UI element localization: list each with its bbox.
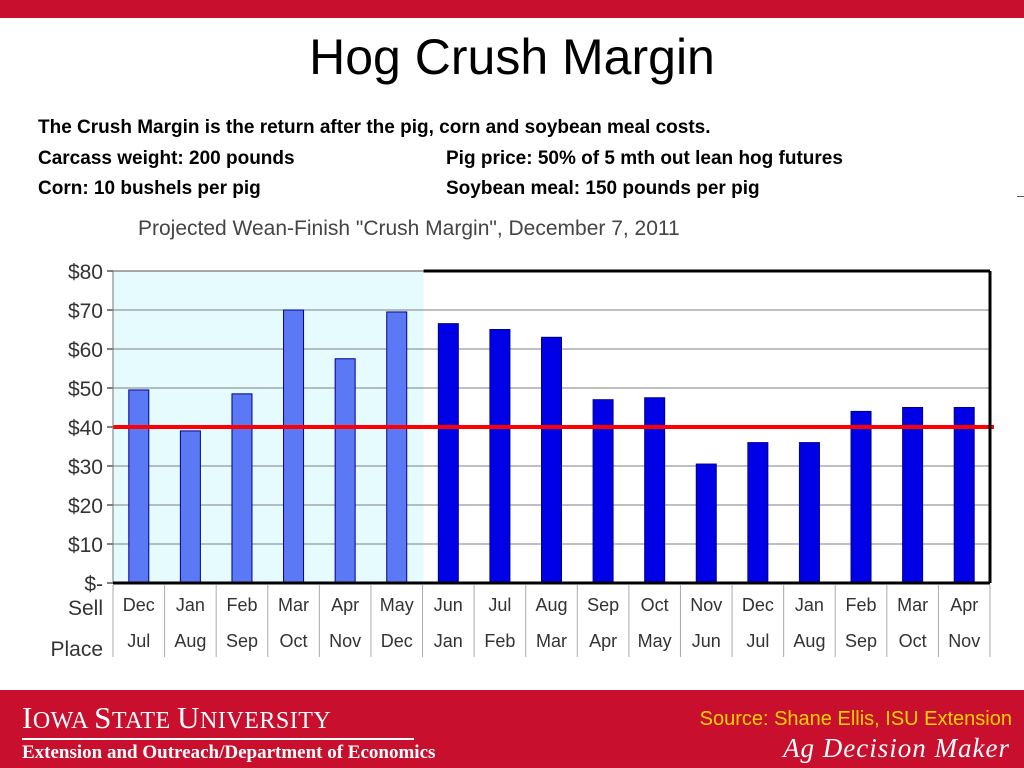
row-label-place: Place — [50, 638, 103, 661]
y-tick-label: $70 — [68, 300, 103, 323]
bar-15 — [902, 407, 924, 584]
bar-12 — [747, 442, 769, 584]
edge-tick-mark — [1017, 196, 1024, 197]
sell-month-label: Dec — [742, 595, 774, 615]
place-month-label: Mar — [536, 631, 567, 651]
place-month-label: Sep — [845, 631, 877, 651]
bar-13 — [798, 442, 820, 584]
sell-month-label: Sep — [587, 595, 619, 615]
bar-5 — [386, 311, 408, 584]
bar-6 — [437, 323, 459, 584]
place-month-label: May — [638, 631, 672, 651]
pig-price-text: Pig price: 50% of 5 mth out lean hog fut… — [446, 148, 843, 169]
chart-title: Projected Wean-Finish "Crush Margin", De… — [138, 217, 680, 240]
y-tick-label: $40 — [68, 417, 103, 440]
bar-1 — [179, 430, 201, 584]
sell-month-label: Jul — [488, 595, 511, 615]
wordmark-rule — [22, 738, 414, 740]
carcass-weight-text: Carcass weight: 200 pounds — [38, 148, 295, 169]
sell-month-label: Nov — [690, 595, 722, 615]
sell-month-label: Feb — [846, 595, 877, 615]
place-month-label: Jul — [746, 631, 769, 651]
y-tick-label: $30 — [68, 456, 103, 479]
sell-month-label: Oct — [641, 595, 669, 615]
source-credit: Source: Shane Ellis, ISU Extension — [699, 708, 1012, 730]
bar-16 — [953, 407, 975, 584]
sell-month-label: Jan — [176, 595, 205, 615]
department-name: Extension and Outreach/Department of Eco… — [22, 742, 436, 763]
y-tick-label: $60 — [68, 339, 103, 362]
place-month-label: Aug — [174, 631, 206, 651]
bar-3 — [283, 309, 305, 584]
slide-title: Hog Crush Margin — [309, 29, 715, 85]
sell-month-label: Mar — [278, 595, 309, 615]
bar-7 — [489, 329, 511, 584]
sell-month-label: Feb — [226, 595, 257, 615]
sell-month-label: Jan — [795, 595, 824, 615]
place-month-label: Aug — [793, 631, 825, 651]
y-tick-label: $50 — [68, 378, 103, 401]
bar-4 — [334, 358, 356, 584]
top-red-bar — [0, 0, 1024, 18]
soybean-meal-text: Soybean meal: 150 pounds per pig — [446, 178, 760, 199]
sell-month-label: Mar — [897, 595, 928, 615]
place-month-label: Feb — [484, 631, 515, 651]
place-month-label: Apr — [589, 631, 617, 651]
row-label-sell: Sell — [68, 597, 103, 620]
place-month-label: Nov — [948, 631, 980, 651]
bar-14 — [850, 410, 872, 584]
sell-month-label: Dec — [123, 595, 155, 615]
footer-band — [0, 690, 1024, 768]
corn-text: Corn: 10 bushels per pig — [38, 178, 261, 199]
iowa-state-university-wordmark: IOWA STATE UNIVERSITY — [22, 700, 332, 735]
place-month-label: Jul — [127, 631, 150, 651]
place-month-label: Oct — [280, 631, 308, 651]
bar-11 — [695, 463, 717, 584]
place-month-label: Oct — [899, 631, 927, 651]
place-month-label: Nov — [329, 631, 361, 651]
place-month-label: Sep — [226, 631, 258, 651]
y-tick-label: $80 — [68, 261, 103, 284]
place-month-label: Jan — [434, 631, 463, 651]
bar-0 — [128, 389, 150, 584]
bar-2 — [231, 393, 253, 584]
sell-month-label: May — [380, 595, 414, 615]
place-month-label: Jun — [692, 631, 721, 651]
y-tick-label: $- — [84, 573, 103, 596]
sell-month-label: Apr — [950, 595, 978, 615]
bar-8 — [541, 336, 562, 584]
description-line-1: The Crush Margin is the return after the… — [38, 117, 711, 138]
place-month-label: Dec — [381, 631, 413, 651]
sell-month-label: Apr — [331, 595, 359, 615]
sell-month-label: Aug — [535, 595, 567, 615]
ag-decision-maker-brand: Ag Decision Maker — [783, 733, 1010, 763]
y-tick-label: $10 — [68, 534, 103, 557]
sell-month-label: Jun — [434, 595, 463, 615]
crush-margin-chart: Projected Wean-Finish "Crush Margin", De… — [30, 205, 1000, 665]
y-tick-label: $20 — [68, 495, 103, 518]
